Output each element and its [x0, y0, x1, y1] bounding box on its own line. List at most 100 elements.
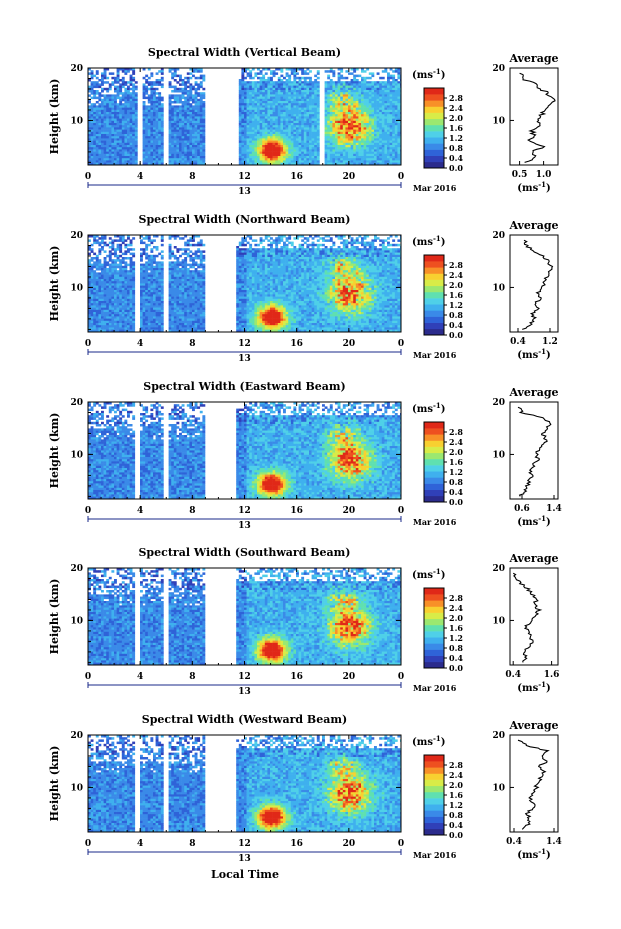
colorbar-swatch: [424, 458, 444, 466]
average-profile-line: [517, 739, 550, 830]
colorbar-tick-label: 2.4: [449, 603, 463, 613]
avg-y-tick-label: 10: [492, 783, 505, 793]
average-xlabel-exp: -1: [538, 680, 546, 689]
colorbar-unit-exp: -1: [433, 401, 441, 410]
y-tick-label: 10: [70, 116, 83, 126]
colorbar-unit-close: ): [441, 237, 446, 248]
colorbar-swatch: [424, 161, 444, 169]
average-profile: 20 10 0.6 1.4: [492, 398, 561, 514]
colorbar-tick-label: 0.0: [449, 330, 463, 340]
average-title: Average: [508, 386, 558, 399]
colorbar: 2.82.42.01.61.20.80.40.0: [423, 254, 463, 340]
colorbar-swatch: [424, 822, 444, 830]
colorbar-tick-label: 2.0: [449, 280, 463, 290]
avg-x-tick-label: 0.5: [512, 170, 528, 180]
colorbar-swatch: [424, 279, 444, 287]
colorbar-swatch: [424, 804, 444, 811]
heatmap-2: 0 4 8 12 16 20 0 20 10: [70, 398, 404, 516]
x-tick-label: 0: [85, 339, 91, 349]
average-xlabel-close: ): [546, 683, 551, 694]
x-tick-label: 12: [238, 506, 251, 516]
colorbar-tick-label: 2.4: [449, 437, 463, 447]
x-tick-label: 4: [137, 506, 143, 516]
panel-title: Spectral Width (Westward Beam): [142, 713, 347, 726]
colorbar-swatch: [424, 594, 444, 601]
colorbar-tick-label: 0.0: [449, 163, 463, 173]
heatmap-cells: [88, 568, 401, 665]
colorbar-unit-base: (ms: [412, 70, 433, 81]
avg-y-tick-label: 10: [492, 450, 505, 460]
x-tick-label: 20: [343, 172, 356, 182]
x-tick-label: 20: [343, 339, 356, 349]
colorbar-swatch: [424, 255, 444, 262]
avg-y-tick-label: 10: [492, 116, 505, 126]
x-tick-label: 0: [398, 506, 404, 516]
panel-title: Spectral Width (Eastward Beam): [143, 380, 345, 393]
colorbar-swatch: [424, 422, 444, 429]
colorbar-tick-label: 2.8: [449, 593, 463, 603]
colorbar-swatch: [424, 477, 444, 484]
colorbar: 2.82.42.01.61.20.80.40.0: [423, 587, 463, 673]
colorbar-swatch: [424, 143, 444, 150]
avg-y-tick-label: 10: [492, 616, 505, 626]
day-label: 13: [238, 521, 251, 531]
x-tick-label: 0: [85, 672, 91, 682]
colorbar-tick-label: 2.8: [449, 260, 463, 270]
colorbar-swatch: [424, 94, 444, 101]
average-profile: 20 10 0.4 1.6: [492, 564, 559, 680]
average-title: Average: [508, 719, 558, 732]
colorbar-tick-label: 0.4: [449, 487, 463, 497]
avg-x-tick-label: 0.4: [505, 670, 521, 680]
colorbar-swatch: [424, 100, 444, 107]
colorbar-swatch: [424, 606, 444, 613]
colorbar-swatch: [424, 434, 444, 441]
colorbar-swatch: [424, 761, 444, 768]
colorbar-tick-label: 2.8: [449, 760, 463, 770]
colorbar-tick-label: 2.0: [449, 447, 463, 457]
avg-y-tick-label: 20: [492, 731, 505, 741]
colorbar-unit-base: (ms: [412, 404, 433, 415]
average-xlabel-exp: -1: [538, 847, 546, 856]
avg-x-tick-label: 1.4: [546, 504, 562, 514]
avg-y-tick-label: 20: [492, 64, 505, 74]
heatmap-1: 0 4 8 12 16 20 0 20 10: [70, 231, 404, 349]
colorbar-tick-label: 0.0: [449, 830, 463, 840]
colorbar-unit-exp: -1: [433, 234, 441, 243]
average-xlabel-close: ): [546, 350, 551, 361]
average-xlabel-base: (ms: [517, 683, 538, 694]
avg-x-tick-label: 1.4: [546, 837, 562, 847]
colorbar-tick-label: 0.8: [449, 310, 463, 320]
colorbar-swatch: [424, 600, 444, 607]
x-tick-label: 4: [137, 672, 143, 682]
colorbar-swatch: [424, 316, 444, 323]
colorbar-swatch: [424, 816, 444, 823]
average-profile-line: [519, 72, 556, 163]
x-tick-label: 16: [290, 672, 303, 682]
average-profile: 20 10 0.5 1.0: [492, 64, 559, 180]
colorbar-swatch: [424, 828, 444, 836]
heatmap-0: 0 4 8 12 16 20 0 20 10: [70, 64, 404, 182]
colorbar-swatch: [424, 798, 444, 805]
heatmap-cells: [88, 402, 401, 499]
colorbar-swatch: [424, 261, 444, 268]
colorbar-swatch: [424, 643, 444, 650]
x-tick-label: 0: [398, 839, 404, 849]
colorbar-tick-label: 0.8: [449, 643, 463, 653]
colorbar-swatch: [424, 612, 444, 620]
y-tick-label: 10: [70, 616, 83, 626]
avg-x-tick-label: 1.0: [536, 170, 552, 180]
panel-3: Spectral Width (Southward Beam) 0 4 8 12 16 20…: [48, 546, 559, 697]
colorbar-tick-label: 0.8: [449, 143, 463, 153]
colorbar-tick-label: 1.6: [449, 790, 463, 800]
colorbar-swatch: [424, 155, 444, 163]
colorbar-tick-label: 0.0: [449, 663, 463, 673]
y-tick-label: 20: [70, 564, 83, 574]
colorbar-swatch: [424, 440, 444, 447]
colorbar-swatch: [424, 88, 444, 95]
average-xlabel-close: ): [546, 517, 551, 528]
day-label: 13: [238, 854, 251, 864]
x-tick-label: 16: [290, 506, 303, 516]
colorbar-tick-label: 0.8: [449, 810, 463, 820]
average-title: Average: [508, 52, 558, 65]
